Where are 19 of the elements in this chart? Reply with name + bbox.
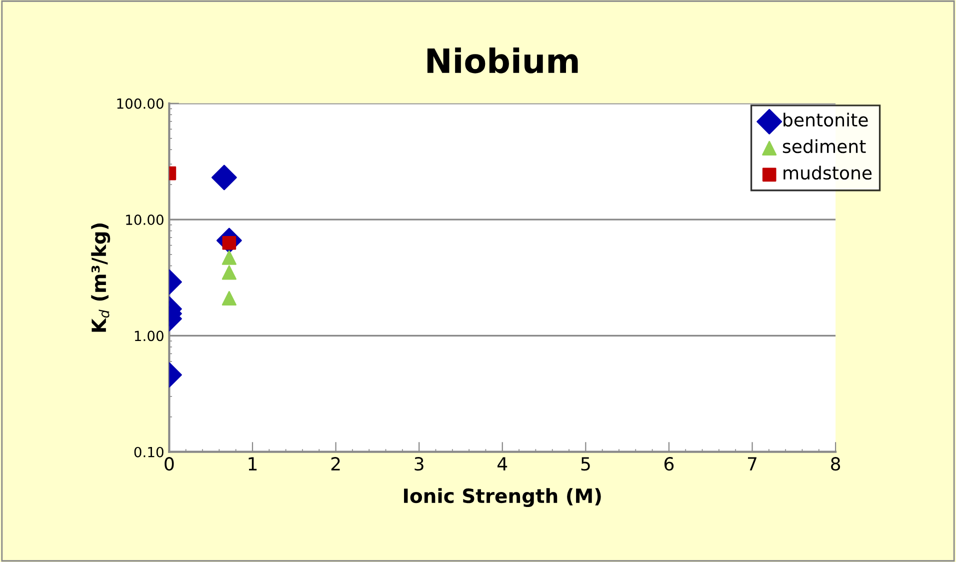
x-tick-label: 4 — [498, 457, 508, 470]
y-tick-label: 10.00 — [126, 214, 164, 226]
x-tick-label: 2 — [331, 457, 340, 470]
x-tick-label: 7 — [748, 457, 756, 470]
y-tick-label: 1.00 — [134, 330, 164, 342]
y-tick-label: 100.00 — [117, 98, 164, 109]
x-tick-label: 1 — [248, 457, 257, 470]
x-tick-label: 8 — [831, 457, 840, 471]
y-axis-title: K$_{d}$ (m³/kg) — [91, 224, 110, 332]
x-tick-label: 0 — [164, 457, 174, 471]
x-tick-label: 3 — [414, 457, 424, 471]
chart-title: Niobium — [427, 48, 578, 74]
legend-label: bentonite — [784, 112, 868, 127]
x-axis-title: Ionic Strength (M) — [404, 488, 601, 508]
legend-label: mudstone — [784, 166, 872, 180]
x-tick-label: 5 — [581, 457, 590, 471]
x-tick-label: 6 — [664, 457, 674, 471]
legend-label: sediment — [782, 139, 866, 154]
y-tick-label: 0.10 — [134, 446, 164, 458]
